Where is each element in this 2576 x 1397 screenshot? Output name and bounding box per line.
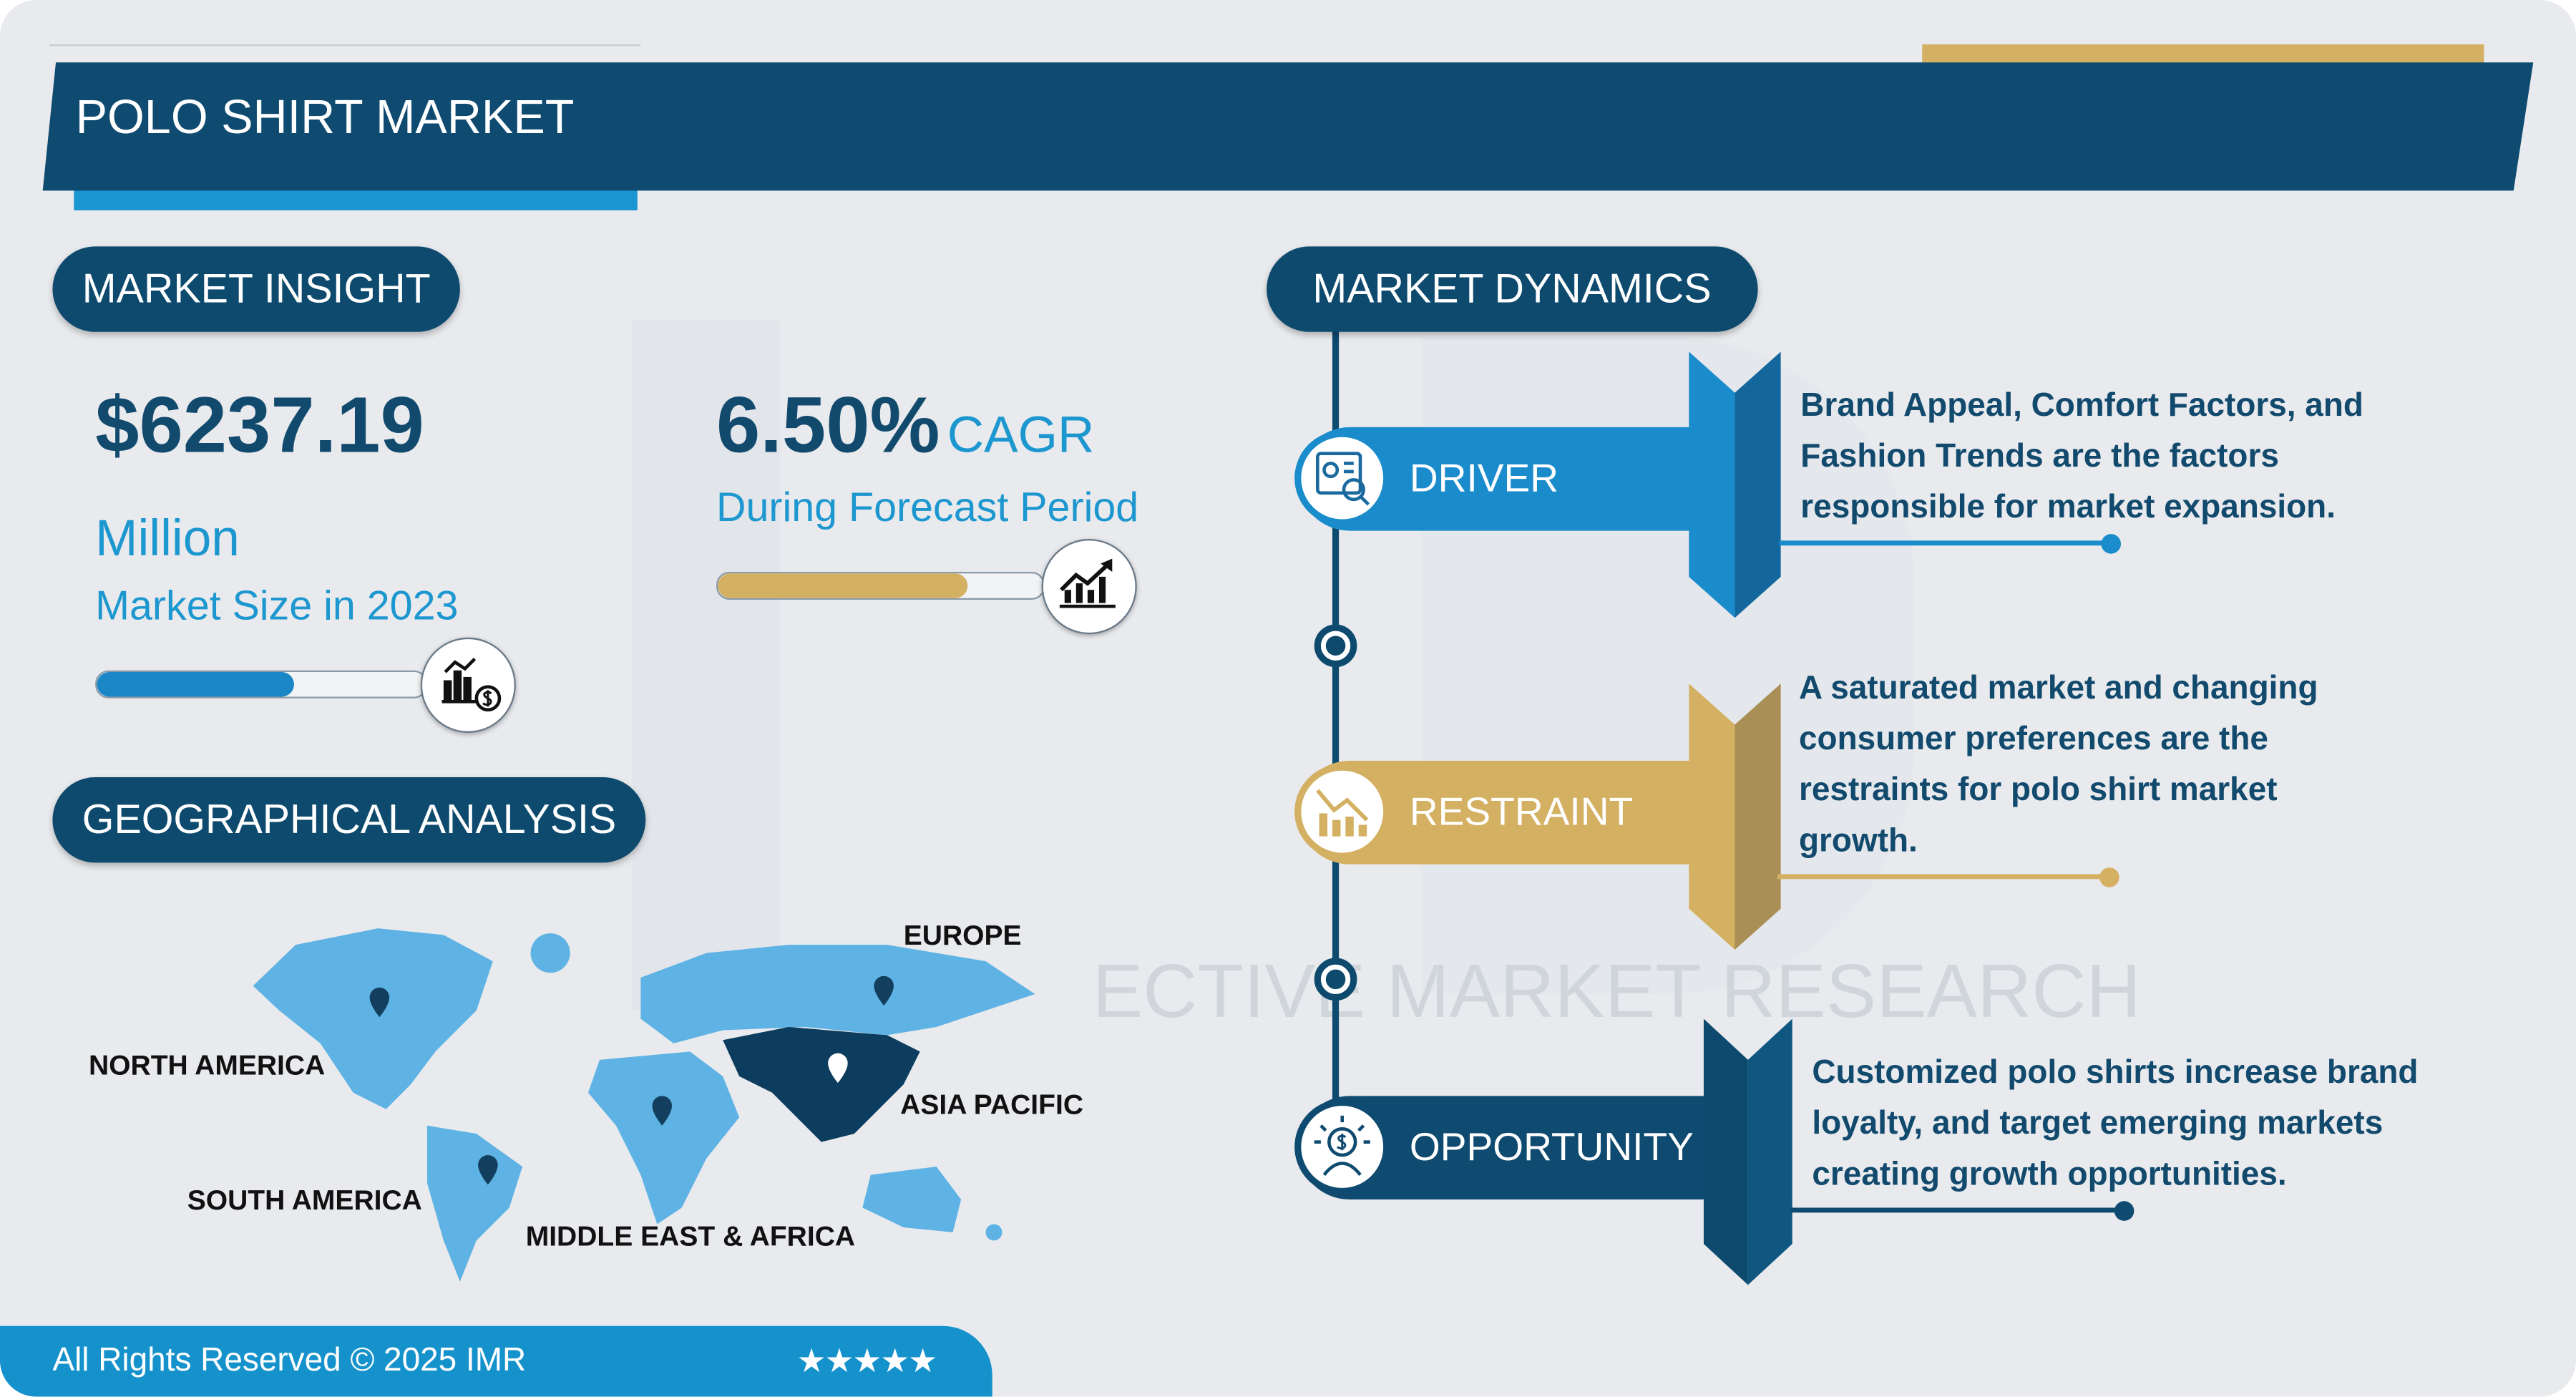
timeline-node xyxy=(1314,624,1357,668)
opportunity-chevron xyxy=(1703,1018,1792,1285)
footer-bar: All Rights Reserved © 2025 IMR ★★★★★ xyxy=(0,1325,992,1397)
bar-chart-dollar-icon xyxy=(420,637,516,733)
driver-title: DRIVER xyxy=(1409,457,1559,502)
market-dynamics-label: MARKET DYNAMICS xyxy=(1267,246,1757,332)
geographical-analysis-label: GEOGRAPHICAL ANALYSIS xyxy=(52,777,646,863)
market-size-unit: Million xyxy=(95,509,240,568)
growth-chart-icon xyxy=(1041,539,1137,635)
driver-chevron xyxy=(1689,351,1781,618)
cagr-value: 6.50% xyxy=(716,382,940,470)
cagr-label: CAGR xyxy=(947,406,1095,464)
opportunity-underline xyxy=(1790,1200,2135,1220)
market-size-caption: Market Size in 2023 xyxy=(95,583,459,630)
cagr-block: 6.50% CAGR xyxy=(716,381,1094,472)
text-line: responsible for market expansion. xyxy=(1800,490,2336,526)
watermark-text: ECTIVE MARKET RESEARCH xyxy=(1092,948,2141,1034)
text-line: consumer preferences are the xyxy=(1799,721,2268,758)
declining-chart-icon xyxy=(1294,764,1390,860)
cagr-bar-fill xyxy=(718,573,969,598)
text-line: restraints for polo shirt market xyxy=(1799,772,2278,809)
region-label-north-america: NORTH AMERICA xyxy=(88,1050,326,1081)
timeline-line xyxy=(1332,328,1340,1151)
opportunity-title: OPPORTUNITY xyxy=(1409,1125,1694,1170)
text-line: Fashion Trends are the factors xyxy=(1800,439,2279,475)
region-label-asia-pacific: ASIA PACIFIC xyxy=(900,1089,1084,1121)
region-label-middle-east-africa: MIDDLE EAST & AFRICA xyxy=(525,1220,856,1252)
idea-dollar-icon xyxy=(1294,1099,1390,1195)
world-map xyxy=(253,928,1035,1282)
timeline-node xyxy=(1314,958,1357,1001)
cagr-bar xyxy=(716,571,1045,600)
text-line: Brand Appeal, Comfort Factors, and xyxy=(1800,387,2363,424)
region-label-south-america: SOUTH AMERICA xyxy=(187,1184,422,1216)
header-gold-accent xyxy=(1922,44,2484,64)
text-line: A saturated market and changing xyxy=(1799,670,2318,707)
cagr-caption: During Forecast Period xyxy=(716,485,1139,531)
market-insight-label: MARKET INSIGHT xyxy=(52,246,460,332)
copyright-text: All Rights Reserved © 2025 IMR xyxy=(52,1342,527,1379)
opportunity-description: Customized polo shirts increase brand lo… xyxy=(1812,1048,2418,1202)
header-banner xyxy=(42,62,2534,191)
text-line: creating growth opportunities. xyxy=(1812,1157,2287,1193)
analytics-report-icon xyxy=(1294,430,1390,526)
restraint-underline xyxy=(1777,867,2119,887)
region-label-europe: EUROPE xyxy=(903,920,1022,952)
text-line: growth. xyxy=(1799,823,1918,860)
market-size-bar xyxy=(95,670,427,698)
market-size-bar-fill xyxy=(97,672,294,697)
market-size-value: $6237.19 xyxy=(95,382,424,470)
restraint-description: A saturated market and changing consumer… xyxy=(1799,664,2318,868)
header-top-line xyxy=(49,44,641,47)
driver-description: Brand Appeal, Comfort Factors, and Fashi… xyxy=(1800,381,2363,535)
text-line: loyalty, and target emerging markets xyxy=(1812,1106,2384,1142)
rating-stars: ★★★★★ xyxy=(796,1344,938,1381)
restraint-chevron xyxy=(1689,683,1781,950)
restraint-title: RESTRAINT xyxy=(1409,790,1634,835)
header-blue-accent xyxy=(74,187,638,210)
text-line: Customized polo shirts increase brand xyxy=(1812,1054,2419,1091)
page-title: POLO SHIRT MARKET xyxy=(75,92,575,145)
driver-underline xyxy=(1779,533,2122,553)
